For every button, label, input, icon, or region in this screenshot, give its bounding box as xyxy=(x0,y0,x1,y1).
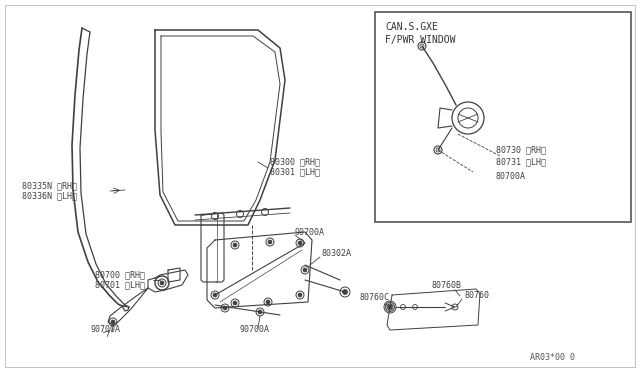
Text: 80302A: 80302A xyxy=(322,248,352,257)
Text: AR03*00 0: AR03*00 0 xyxy=(530,353,575,362)
Circle shape xyxy=(268,240,272,244)
Circle shape xyxy=(111,320,115,324)
Text: 80701 〈LH〉: 80701 〈LH〉 xyxy=(95,280,145,289)
Text: 80700A: 80700A xyxy=(496,171,526,180)
Text: 90700A: 90700A xyxy=(90,326,120,334)
Circle shape xyxy=(342,289,348,295)
Text: 80300 〈RH〉: 80300 〈RH〉 xyxy=(270,157,320,167)
Bar xyxy=(375,12,631,222)
Text: F/PWR WINDOW: F/PWR WINDOW xyxy=(385,35,456,45)
Circle shape xyxy=(266,300,270,304)
Text: CAN.S.GXE: CAN.S.GXE xyxy=(385,22,438,32)
Circle shape xyxy=(213,293,217,297)
Text: 80760: 80760 xyxy=(465,292,490,301)
Text: 80336N 〈LH〉: 80336N 〈LH〉 xyxy=(22,192,77,201)
Text: 90700A: 90700A xyxy=(295,228,325,237)
Circle shape xyxy=(233,243,237,247)
Circle shape xyxy=(303,268,307,272)
Circle shape xyxy=(223,306,227,310)
Text: 80760B: 80760B xyxy=(432,280,462,289)
Circle shape xyxy=(388,305,392,309)
Text: 80730 〈RH〉: 80730 〈RH〉 xyxy=(496,145,546,154)
Text: 80760C: 80760C xyxy=(360,292,390,301)
Text: 80301 〈LH〉: 80301 〈LH〉 xyxy=(270,167,320,176)
Circle shape xyxy=(160,281,164,285)
Circle shape xyxy=(298,293,302,297)
Text: 80731 〈LH〉: 80731 〈LH〉 xyxy=(496,157,546,167)
Circle shape xyxy=(258,310,262,314)
Text: 90700A: 90700A xyxy=(240,326,270,334)
Text: 80700 〈RH〉: 80700 〈RH〉 xyxy=(95,270,145,279)
Circle shape xyxy=(233,301,237,305)
Circle shape xyxy=(298,241,302,245)
Text: 80335N 〈RH〉: 80335N 〈RH〉 xyxy=(22,182,77,190)
